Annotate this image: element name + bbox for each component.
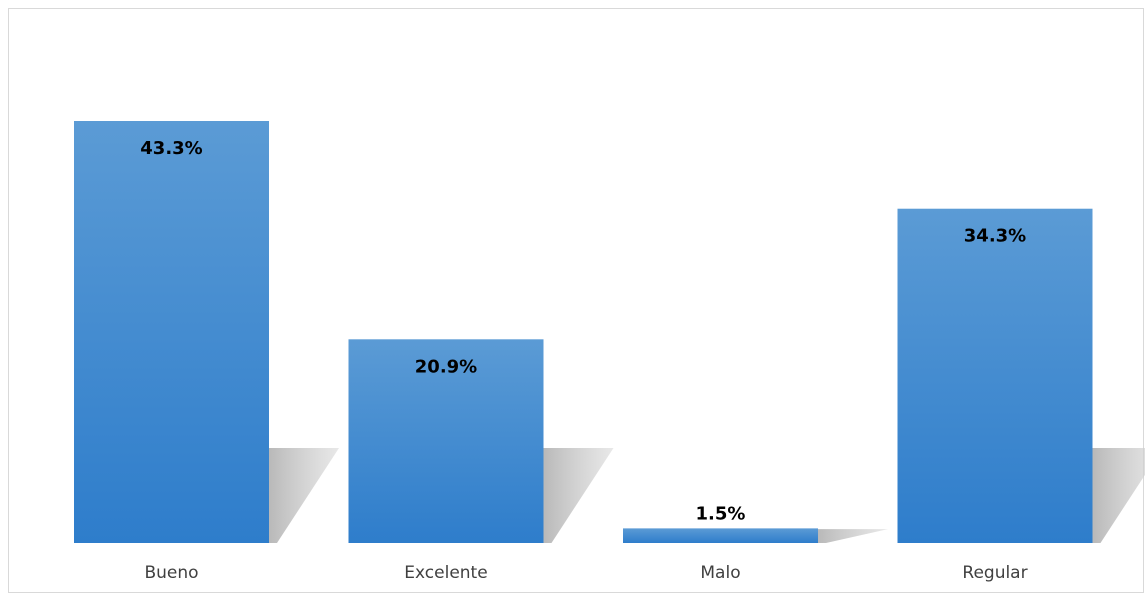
bar-shadow [1092, 448, 1145, 543]
bar-excelente [348, 339, 544, 543]
bar-malo [623, 528, 818, 543]
bar-shadow [269, 448, 339, 543]
data-label: 1.5% [696, 503, 746, 524]
category-label: Bueno [144, 563, 198, 583]
category-label: Excelente [404, 563, 487, 583]
data-label: 34.3% [964, 226, 1026, 247]
category-label: Regular [962, 563, 1027, 583]
data-label: 20.9% [415, 356, 477, 377]
data-label: 43.3% [140, 138, 202, 159]
category-axis: Bueno Excelente Malo Regular [144, 563, 1027, 583]
bar-regular [897, 208, 1093, 543]
bar-bueno [74, 121, 269, 543]
data-labels: 43.3% 20.9% 1.5% 34.3% [140, 138, 1026, 524]
bar-shadow [818, 529, 888, 543]
bar-shadow [543, 448, 614, 543]
bar-shadows [269, 448, 1145, 543]
bars [74, 121, 1093, 543]
category-label: Malo [700, 563, 740, 583]
